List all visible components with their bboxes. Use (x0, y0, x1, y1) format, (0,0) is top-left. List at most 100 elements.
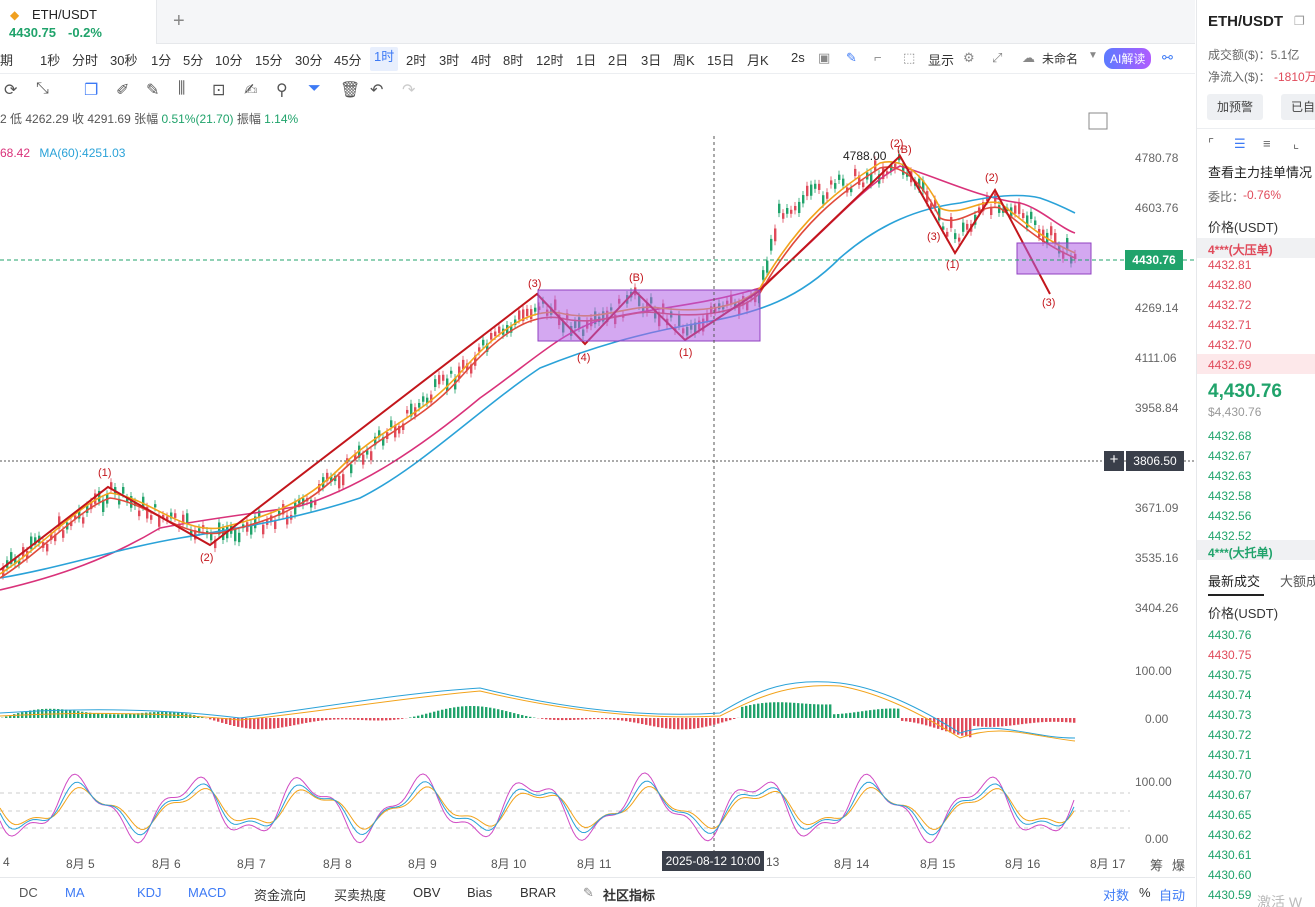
timeframe-30m[interactable]: 30分 (295, 53, 323, 68)
bid-price[interactable]: 4432.58 (1208, 489, 1252, 503)
filter-icon[interactable]: ⏷ (308, 80, 321, 97)
undo-icon[interactable]: ↶ (370, 82, 384, 99)
indicator-obv[interactable]: OBV (413, 885, 441, 900)
macd-bar (581, 718, 584, 720)
macd-bar (569, 718, 572, 721)
macd-bar (333, 718, 336, 720)
add-alert-icon[interactable]: + (1104, 451, 1124, 471)
indicator-macd[interactable]: MACD (188, 885, 227, 900)
indicator-ma[interactable]: MA (65, 885, 85, 900)
note-icon[interactable]: ✍ (244, 82, 258, 99)
scale-percent[interactable]: % (1139, 885, 1151, 900)
book-mode-icon[interactable]: ⌜ (1208, 136, 1215, 151)
bid-price[interactable]: 4432.63 (1208, 469, 1252, 483)
timeframe-1m[interactable]: 1分 (151, 53, 172, 68)
expand-icon[interactable]: ⬚ (903, 50, 916, 65)
book-split-icon[interactable]: ☰ (1234, 136, 1246, 151)
macd-bar (985, 718, 988, 727)
macd-bar (301, 718, 304, 724)
indicator-bias[interactable]: Bias (467, 885, 493, 900)
indicator-heat[interactable]: 买卖热度 (334, 888, 387, 903)
copy-icon[interactable]: ❐ (1294, 14, 1305, 28)
indicator-money-flow[interactable]: 资金流向 (254, 888, 307, 903)
timeframe-1h[interactable]: 1时 (370, 47, 399, 71)
timeframe-period[interactable]: 期 (0, 53, 14, 68)
timeframe-2d[interactable]: 2日 (608, 53, 629, 68)
redo-icon[interactable]: ↷ (402, 82, 416, 99)
indicator-community[interactable]: 社区指标 (603, 888, 656, 903)
indicator-kdj[interactable]: KDJ (137, 885, 162, 900)
timeframe-30s[interactable]: 30秒 (110, 53, 138, 68)
lock-icon[interactable]: ⊡ (212, 82, 226, 99)
ask-price[interactable]: 4432.81 (1208, 258, 1252, 272)
timeframe-2h[interactable]: 2时 (406, 53, 427, 68)
tab-big-trades[interactable]: 大额成 (1280, 574, 1315, 589)
ask-price[interactable]: 4432.69 (1208, 358, 1252, 372)
refresh-interval[interactable]: 2s (791, 50, 805, 65)
candle (438, 375, 441, 385)
add-alert-button[interactable]: 加预警 (1207, 94, 1264, 120)
copy-icon[interactable]: ❐ (84, 82, 99, 99)
ask-price[interactable]: 4432.70 (1208, 338, 1252, 352)
timeframe-4h[interactable]: 4时 (471, 53, 492, 68)
chevron-down-icon[interactable]: ▼ (1088, 50, 1098, 61)
timeframe-8h[interactable]: 8时 (503, 53, 524, 68)
timeframe-1s[interactable]: 1秒 (40, 53, 61, 68)
liquidation-toggle[interactable]: 爆 (1172, 858, 1186, 873)
big-bid: 4***(大托单) (1208, 546, 1273, 560)
auto-button[interactable]: 已自 (1281, 94, 1315, 120)
chips-toggle[interactable]: 筹 (1150, 858, 1164, 873)
tab-latest-trades[interactable]: 最新成交 (1208, 574, 1261, 589)
ruler-icon[interactable]: ✐ (116, 82, 130, 99)
candles-icon[interactable]: ⫼ (178, 80, 186, 97)
candle (814, 183, 817, 189)
bid-price[interactable]: 4432.56 (1208, 509, 1252, 523)
link-icon[interactable]: ⚲ (276, 82, 288, 99)
macd-bar (45, 708, 48, 718)
timeframe-12h[interactable]: 12时 (536, 53, 564, 68)
timeframe-tick[interactable]: 分时 (72, 53, 99, 68)
gear-icon[interactable]: ⚙ (963, 50, 975, 65)
timeframe-3d[interactable]: 3日 (641, 53, 662, 68)
fullscreen-icon[interactable]: ⤢ (992, 50, 1003, 65)
pencil-icon[interactable]: ✎ (846, 50, 857, 65)
indicator-brar[interactable]: BRAR (520, 885, 557, 900)
timeframe-45m[interactable]: 45分 (334, 53, 362, 68)
share-icon[interactable]: ⚯ (1162, 50, 1173, 65)
timeframe-week[interactable]: 周K (673, 53, 695, 68)
candle (162, 514, 165, 519)
display-button[interactable]: 显示 (928, 53, 955, 68)
timeframe-15d[interactable]: 15日 (707, 53, 735, 68)
magnet-icon[interactable]: ⤡ (36, 80, 49, 97)
book-title[interactable]: 查看主力挂单情况 (1208, 165, 1313, 180)
price-chart[interactable] (0, 108, 1195, 853)
timeframe-5m[interactable]: 5分 (183, 53, 204, 68)
crop-icon[interactable]: ⌐ (874, 50, 882, 65)
macd-bar (233, 718, 236, 726)
ai-read-button[interactable]: AI解读 (1104, 48, 1152, 69)
ask-price[interactable]: 4432.71 (1208, 318, 1252, 332)
bid-price[interactable]: 4432.67 (1208, 449, 1252, 463)
timeframe-month[interactable]: 月K (747, 53, 769, 68)
timeframe-3h[interactable]: 3时 (439, 53, 460, 68)
ask-price[interactable]: 4432.80 (1208, 278, 1252, 292)
fullscreen-chart-icon[interactable] (1088, 112, 1108, 130)
book-list-icon[interactable]: ≡ (1263, 136, 1271, 151)
timeframe-15m[interactable]: 15分 (255, 53, 283, 68)
brush-icon[interactable]: ✎ (146, 82, 160, 99)
indicator-dc[interactable]: DC (19, 885, 38, 900)
layout-name[interactable]: 未命名 (1042, 52, 1079, 66)
scale-log[interactable]: 对数 (1103, 888, 1130, 903)
timeframe-10m[interactable]: 10分 (215, 53, 243, 68)
sync-icon[interactable]: ⟳ (4, 82, 18, 99)
book-bid-icon[interactable]: ⌞ (1293, 136, 1300, 151)
bid-price[interactable]: 4432.52 (1208, 529, 1252, 543)
tab-eth-usdt[interactable]: ◆ ETH/USDT 4430.75 -0.2% (0, 0, 157, 44)
bid-price[interactable]: 4432.68 (1208, 429, 1252, 443)
timeframe-1d[interactable]: 1日 (576, 53, 597, 68)
scale-auto[interactable]: 自动 (1159, 888, 1186, 903)
plus-icon[interactable]: + (173, 10, 185, 32)
ask-price[interactable]: 4432.72 (1208, 298, 1252, 312)
camera-icon[interactable]: ▣ (818, 50, 831, 65)
trash-icon[interactable]: 🗑 (340, 82, 361, 99)
